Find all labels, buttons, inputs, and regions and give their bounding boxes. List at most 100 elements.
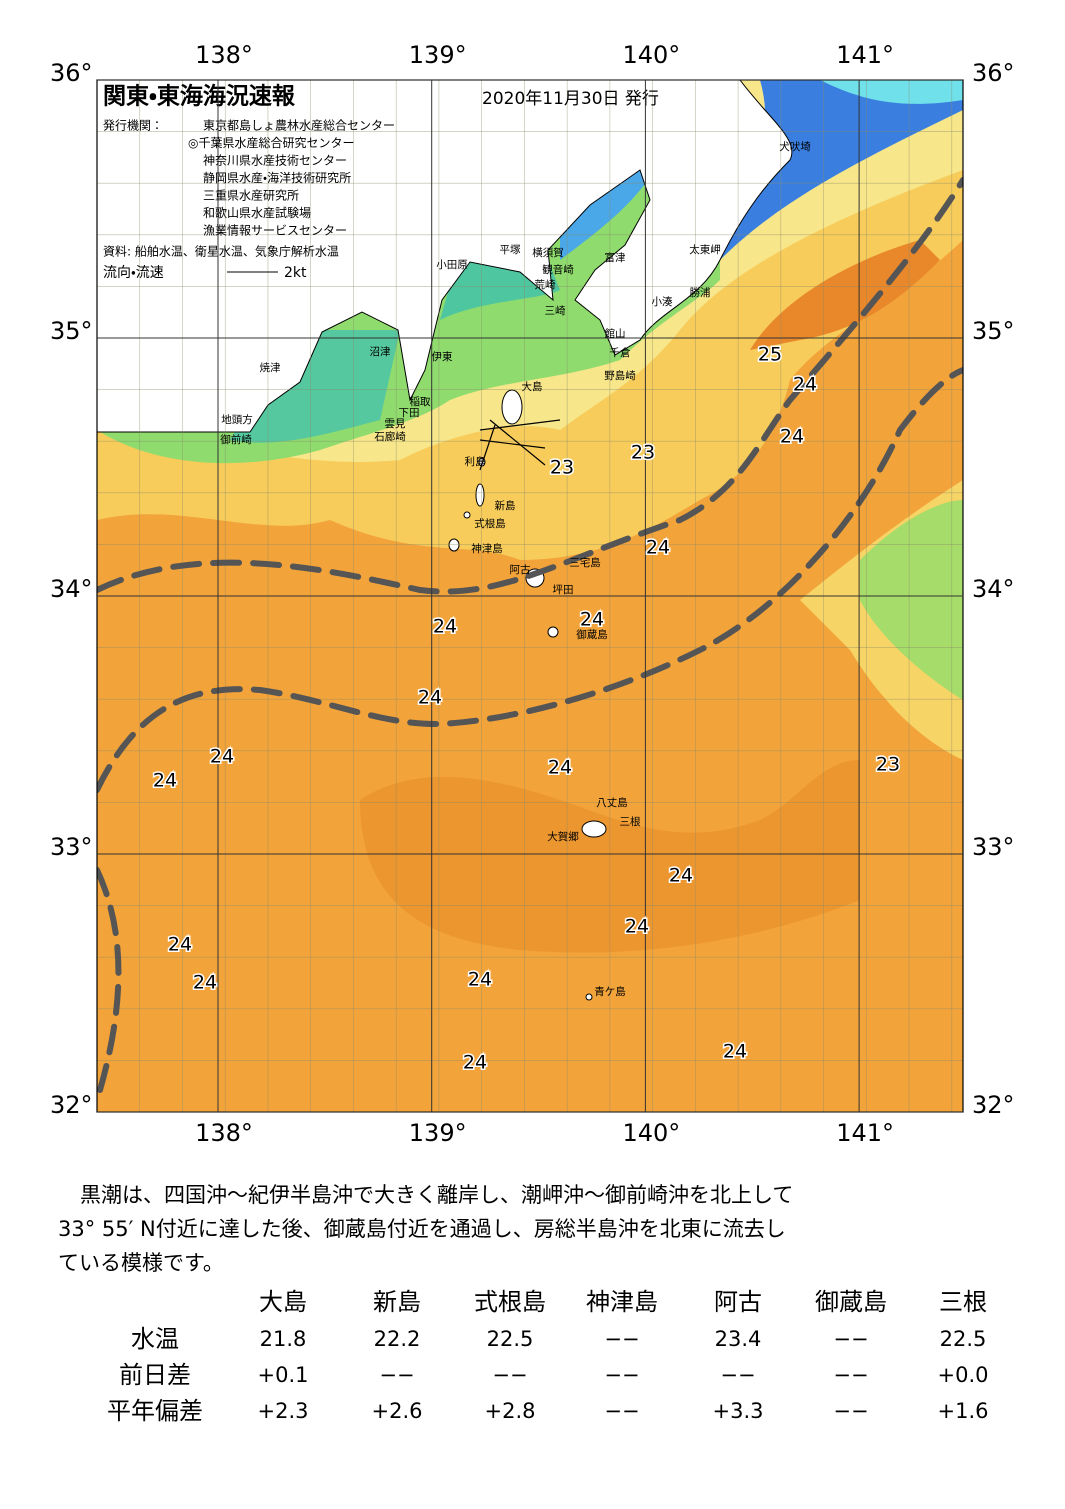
source: 資料: 船舶水温、衛星水温、気象庁解析水温: [103, 244, 339, 259]
place-label: 地頭方: [221, 413, 253, 426]
place-label: 八丈島: [596, 796, 628, 809]
place-label: 沼津: [370, 345, 391, 358]
place-label: 御前崎: [220, 433, 252, 446]
publisher: 三重県水産研究所: [203, 189, 299, 203]
place-label: 利島: [465, 455, 486, 468]
place-label: 大島: [522, 380, 543, 393]
publisher-label: 発行機関：: [103, 119, 163, 133]
table-cell: +2.3: [258, 1399, 309, 1423]
place-label: 下田: [399, 407, 420, 419]
publisher: 静岡県水産・海洋技術研究所: [203, 170, 351, 185]
sea-cold: [230, 330, 400, 443]
sea-cold: [820, 80, 963, 104]
kuroshio-path: [97, 367, 963, 793]
publisher: ◎千葉県水産総合研究センター: [188, 135, 354, 150]
place-label: 伊東: [432, 350, 453, 363]
place-label: 犬吠埼: [779, 140, 811, 153]
temperature-label: 23: [876, 754, 900, 776]
temperature-label: 24: [210, 746, 234, 768]
sea-cool: [860, 500, 963, 700]
temperature-label: 24: [418, 687, 442, 709]
temperature-label: 24: [669, 865, 693, 887]
place-label: 御蔵島: [576, 628, 608, 641]
place-label: 富津: [605, 251, 626, 264]
table-cell: −−: [833, 1399, 868, 1423]
table-header: 新島: [373, 1288, 421, 1316]
island: [547, 626, 559, 638]
table-cell: +0.0: [938, 1363, 989, 1387]
lon-label: 140°: [622, 41, 680, 69]
lat-label: 35°: [972, 317, 1015, 345]
issue-date: 2020年11月30日 発行: [482, 89, 659, 109]
table-cell: −−: [720, 1363, 755, 1387]
place-label: 青ケ島: [594, 985, 626, 998]
lon-label: 139°: [409, 41, 467, 69]
table-header: 式根島: [474, 1288, 546, 1316]
temperature-label: 24: [625, 916, 649, 938]
temperature-label: 24: [780, 426, 804, 448]
table-cell: +0.1: [258, 1363, 309, 1387]
temperature-label: 24: [193, 972, 217, 994]
place-label: 荒崎: [535, 278, 556, 291]
lat-label: 32°: [50, 1091, 93, 1119]
table-cell: −−: [604, 1327, 639, 1351]
description: 黒潮は、四国沖～紀伊半島沖で大きく離岸し、潮岬沖～御前崎沖を北上して 33° 55…: [58, 1183, 793, 1275]
temperature-label: 24: [433, 616, 457, 638]
island: [475, 483, 485, 507]
lat-label: 32°: [972, 1091, 1015, 1119]
place-label: 横須賀: [532, 246, 564, 259]
temperature-label: 24: [168, 934, 192, 956]
table-header: 御蔵島: [815, 1288, 887, 1316]
lon-label: 141°: [836, 41, 894, 69]
table-cell: −−: [833, 1327, 868, 1351]
island: [501, 389, 523, 425]
island: [581, 820, 607, 838]
place-label: 平塚: [500, 244, 521, 256]
table-cell: 21.8: [260, 1327, 307, 1351]
description-line: ている模様です。: [58, 1251, 224, 1275]
island: [448, 538, 460, 552]
table-cell: 22.5: [940, 1327, 987, 1351]
place-label: 観音崎: [542, 263, 574, 276]
lat-label: 35°: [50, 317, 93, 345]
place-label: 雲見: [385, 418, 406, 430]
table-cell: 23.4: [715, 1327, 762, 1351]
lat-label: 34°: [50, 575, 93, 603]
lon-label: 138°: [195, 41, 253, 69]
place-label: 小湊: [652, 295, 673, 308]
lat-label: 36°: [50, 59, 93, 87]
table-cell: −−: [379, 1363, 414, 1387]
current-arrows: [479, 419, 561, 471]
lon-label: 141°: [836, 1119, 894, 1147]
table-cell: −−: [604, 1399, 639, 1423]
table-header: 大島: [259, 1288, 307, 1316]
temperature-label: 23: [631, 442, 655, 464]
place-label: 野島崎: [604, 369, 636, 382]
place-label: 式根島: [474, 517, 506, 530]
temperature-label: 24: [548, 757, 572, 779]
map: [97, 80, 963, 1112]
description-line: 33° 55′ N付近に達した後、御蔵島付近を通過し、房総半島沖を北東に流去し: [58, 1217, 786, 1241]
island: [585, 993, 593, 1001]
lon-label: 139°: [409, 1119, 467, 1147]
row-label: 水温: [131, 1325, 179, 1353]
place-label: 稲取: [410, 396, 431, 408]
table-cell: +1.6: [938, 1399, 989, 1423]
publisher: 神奈川県水産技術センター: [203, 153, 347, 168]
place-label: 館山: [605, 327, 626, 340]
temperature-label: 23: [550, 457, 574, 479]
table-cell: −−: [833, 1363, 868, 1387]
temperature-label: 24: [646, 537, 670, 559]
kuroshio-path: [97, 867, 122, 1093]
lat-label: 33°: [972, 833, 1015, 861]
table-header: 神津島: [586, 1288, 658, 1316]
table-cell: +2.6: [372, 1399, 423, 1423]
place-label: 石廊崎: [374, 430, 406, 443]
table-cell: +3.3: [713, 1399, 764, 1423]
lat-label: 33°: [50, 833, 93, 861]
temperature-label: 25: [758, 344, 782, 366]
table-cell: +2.8: [485, 1399, 536, 1423]
place-label: 三宅島: [569, 556, 601, 569]
